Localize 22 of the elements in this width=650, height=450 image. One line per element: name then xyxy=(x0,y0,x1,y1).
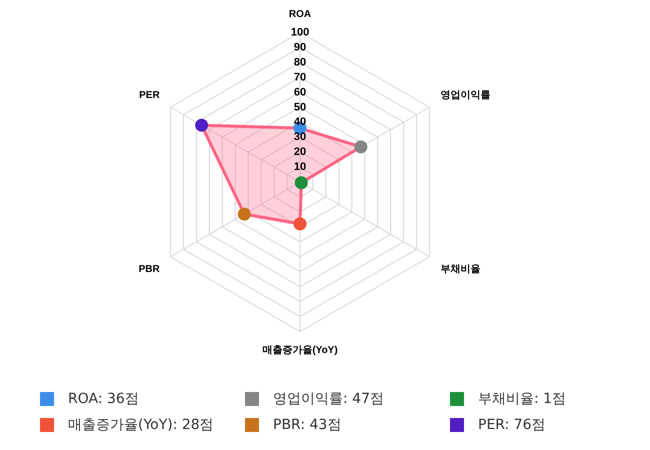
y-tick-label: 100 xyxy=(290,26,310,39)
spoke-label: 영업이익률 xyxy=(440,90,490,101)
spoke-label: PER xyxy=(139,90,160,101)
text: PBR: 43점 xyxy=(273,416,342,434)
text: 부채비율: 1점 xyxy=(478,390,566,408)
y-tick-label: 50 xyxy=(294,101,306,114)
y-tick-label: 40 xyxy=(294,116,306,128)
text: 영업이익률: 47점 xyxy=(273,390,384,408)
y-tick-label: 30 xyxy=(294,131,306,144)
y-tick-label: 20 xyxy=(294,146,306,158)
spoke-label: 매출증가율(YoY) xyxy=(262,344,338,356)
text: ROA: 36점 xyxy=(68,390,139,408)
y-tick-label: 60 xyxy=(294,86,306,98)
spoke-label: ROA xyxy=(288,8,312,20)
y-tick-label: 10 xyxy=(294,161,306,174)
y-tick-label: 80 xyxy=(294,56,306,68)
y-tick-label: 90 xyxy=(294,41,306,54)
text: PER: 76점 xyxy=(478,416,546,434)
y-tick-label: 70 xyxy=(294,71,306,84)
spoke-label: 부채비율 xyxy=(440,264,480,275)
spoke-label: PBR xyxy=(138,264,160,275)
text: 매출증가율(YoY): 28점 xyxy=(68,416,214,434)
